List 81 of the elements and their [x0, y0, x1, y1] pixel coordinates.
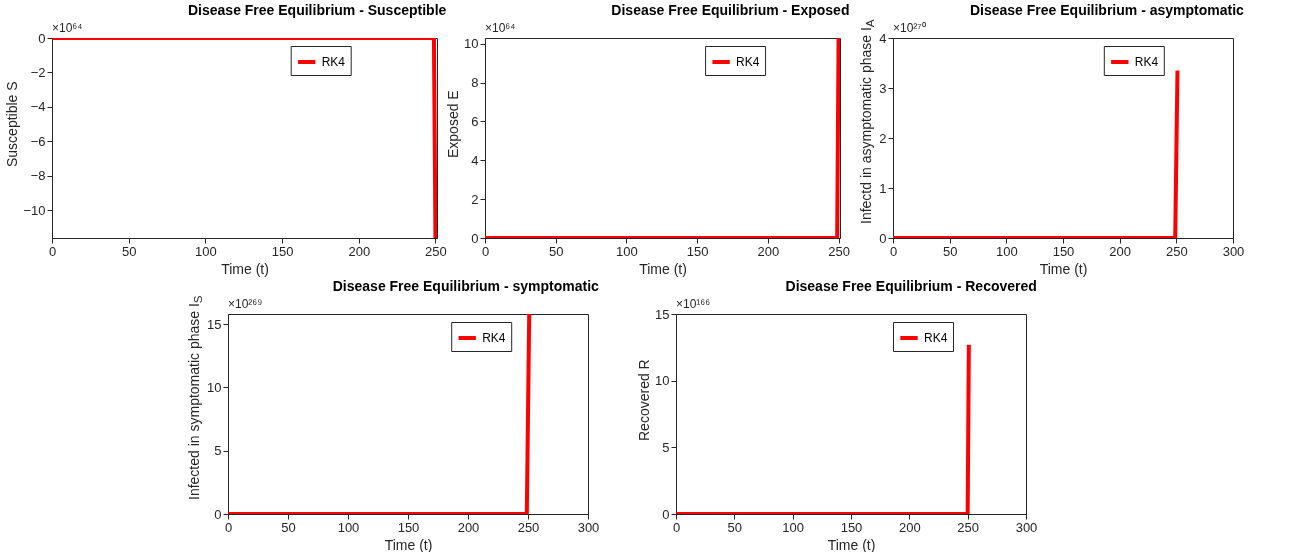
legend-label: RK4 [482, 331, 506, 345]
y-tick-label: 10 [655, 373, 670, 389]
y-tick-label: −2 [30, 64, 46, 80]
chart-title: Disease Free Equilibrium - Exposed [611, 2, 850, 18]
x-tick-label: 50 [121, 243, 137, 259]
x-tick-label: 300 [1222, 243, 1245, 259]
x-tick-label: 250 [828, 243, 850, 259]
y-tick-label: 2 [879, 130, 887, 146]
text: ×10²⁶⁹ [227, 297, 263, 311]
x-tick-label: 250 [425, 243, 447, 259]
x-tick-label: 200 [757, 243, 780, 259]
y-tick-label: 0 [879, 230, 887, 246]
x-axis-title: Time (t) [221, 260, 269, 277]
y-tick-label: 10 [464, 36, 479, 52]
x-tick-label: 0 [48, 243, 57, 259]
text: ×10¹⁶⁶ [676, 297, 711, 311]
legend-label: RK4 [1134, 55, 1159, 69]
y-tick-label: −8 [30, 168, 46, 184]
x-tick-label: 150 [840, 519, 863, 535]
x-axis-title: Time (t) [827, 536, 876, 552]
x-tick-label: 150 [271, 243, 294, 259]
x-tick-label: 200 [457, 519, 480, 535]
x-tick-label: 200 [1109, 243, 1131, 259]
y-tick-label: 0 [662, 506, 670, 522]
x-axis-title: Time (t) [384, 536, 433, 552]
x-tick-label: 250 [517, 519, 540, 535]
legend-label: RK4 [321, 55, 346, 69]
y-tick-label: 0 [38, 30, 46, 46]
y-tick-label: 3 [879, 80, 887, 96]
y-tick-label: −10 [23, 202, 46, 218]
y-tick-label: −6 [30, 133, 46, 149]
x-tick-label: 0 [224, 519, 232, 535]
x-tick-label: 50 [942, 243, 958, 259]
x-tick-label: 300 [577, 519, 600, 535]
x-tick-label: 300 [1015, 519, 1038, 535]
y-tick-label: 0 [214, 506, 222, 522]
y-tick-label: 5 [662, 439, 670, 455]
chart-title: Disease Free Equilibrium - symptomatic [332, 278, 599, 294]
x-tick-label: 50 [548, 243, 564, 259]
legend-label: RK4 [924, 331, 948, 345]
x-tick-label: 150 [1052, 243, 1075, 259]
x-tick-label: 50 [281, 519, 296, 535]
y-tick-label: −4 [30, 99, 46, 115]
legend-label: RK4 [736, 55, 760, 69]
x-tick-label: 150 [686, 243, 709, 259]
x-tick-label: 250 [1165, 243, 1188, 259]
y-tick-label: 0 [471, 230, 479, 246]
x-tick-label: 50 [727, 519, 743, 535]
y-tick-label: 1 [879, 180, 887, 196]
x-tick-label: 100 [995, 243, 1018, 259]
y-axis-title: Exposed E [445, 89, 461, 160]
y-tick-label: 15 [206, 316, 222, 332]
y-tick-label: 8 [471, 75, 479, 91]
y-tick-label: 4 [471, 152, 479, 168]
chart-title: Disease Free Equilibrium - Recovered [785, 278, 1037, 294]
x-tick-label: 0 [889, 243, 897, 259]
y-tick-label: 10 [206, 379, 222, 395]
chart-title: Disease Free Equilibrium - asymptomatic [969, 2, 1244, 18]
text: ×10⁶⁴ [52, 21, 83, 35]
y-tick-label: 15 [655, 306, 670, 322]
text: ×10²⁷⁰ [892, 21, 926, 35]
x-tick-label: 100 [616, 243, 638, 259]
x-tick-label: 100 [337, 519, 360, 535]
x-tick-label: 200 [898, 519, 921, 535]
y-axis-title: Recovered R [636, 358, 652, 443]
y-tick-label: 6 [471, 114, 479, 129]
x-tick-label: 250 [957, 519, 980, 535]
x-tick-label: 150 [397, 519, 420, 535]
x-tick-label: 100 [195, 243, 217, 259]
x-tick-label: 0 [481, 243, 490, 259]
chart-title: Disease Free Equilibrium - Susceptible [188, 2, 447, 18]
text: ×10⁶⁴ [485, 21, 516, 35]
x-tick-label: 100 [782, 519, 805, 535]
x-axis-title: Time (t) [1039, 260, 1088, 277]
y-tick-label: 4 [879, 30, 887, 46]
y-tick-label: 5 [214, 443, 222, 459]
y-tick-label: 2 [471, 191, 479, 207]
x-tick-label: 0 [672, 519, 681, 535]
y-axis-title: Susceptible S [4, 80, 20, 169]
x-tick-label: 200 [348, 243, 371, 259]
x-axis-title: Time (t) [639, 260, 687, 277]
